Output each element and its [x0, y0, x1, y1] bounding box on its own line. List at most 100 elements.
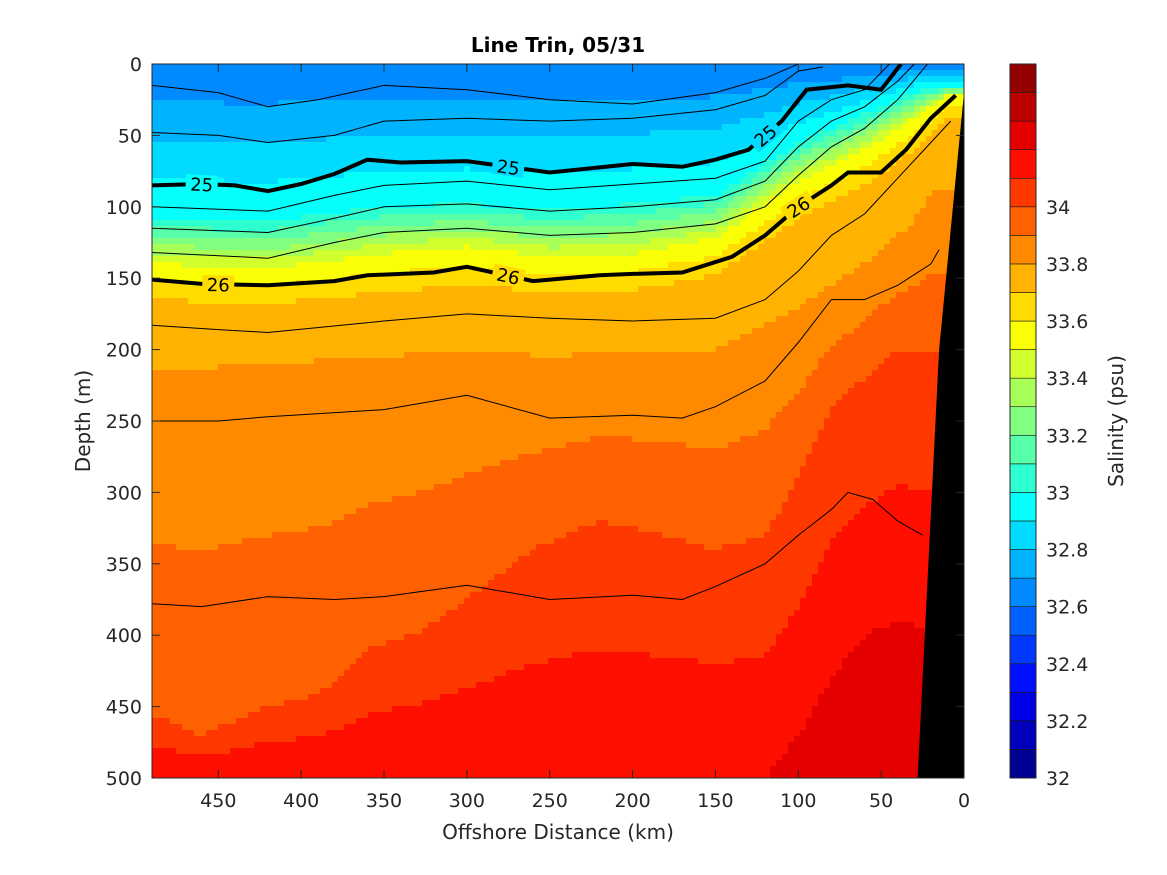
salinity-cell [344, 292, 351, 299]
salinity-cell [356, 184, 363, 191]
salinity-cell [158, 400, 165, 407]
salinity-cell [236, 286, 243, 293]
salinity-cell [386, 718, 393, 725]
salinity-cell [170, 328, 177, 335]
salinity-cell [344, 670, 351, 677]
salinity-cell [320, 202, 327, 209]
salinity-cell [380, 322, 387, 329]
salinity-cell [188, 298, 195, 305]
salinity-cell [380, 76, 387, 83]
salinity-cell [320, 148, 327, 155]
salinity-cell [182, 154, 189, 161]
salinity-cell [176, 172, 183, 179]
salinity-cell [266, 322, 273, 329]
salinity-cell [230, 490, 237, 497]
salinity-cell [308, 250, 315, 257]
salinity-cell [194, 754, 201, 761]
salinity-cell [164, 700, 171, 707]
salinity-cell [224, 532, 231, 539]
salinity-cell [332, 304, 339, 311]
salinity-cell [182, 712, 189, 719]
salinity-cell [206, 544, 213, 551]
salinity-cell [272, 682, 279, 689]
salinity-cell [356, 418, 363, 425]
salinity-cell [344, 634, 351, 641]
salinity-cell [332, 412, 339, 419]
salinity-cell [356, 664, 363, 671]
salinity-cell [260, 634, 267, 641]
salinity-cell [266, 382, 273, 389]
salinity-cell [218, 748, 225, 755]
salinity-cell [200, 262, 207, 269]
salinity-cell [374, 550, 381, 557]
salinity-cell [302, 610, 309, 617]
salinity-cell [152, 148, 159, 155]
salinity-cell [260, 562, 267, 569]
salinity-cell [296, 490, 303, 497]
salinity-cell [200, 112, 207, 119]
salinity-cell [296, 262, 303, 269]
salinity-cell [152, 718, 159, 725]
salinity-cell [248, 520, 255, 527]
salinity-cell [302, 118, 309, 125]
salinity-cell [188, 490, 195, 497]
salinity-cell [278, 322, 285, 329]
salinity-cell [176, 136, 183, 143]
salinity-cell [326, 292, 333, 299]
salinity-cell [386, 202, 393, 209]
salinity-cell [398, 142, 405, 149]
salinity-cell [158, 772, 165, 778]
salinity-cell [194, 256, 201, 263]
salinity-cell [350, 532, 357, 539]
salinity-cell [206, 490, 213, 497]
salinity-cell [290, 118, 297, 125]
salinity-cell [272, 196, 279, 203]
salinity-cell [320, 616, 327, 623]
salinity-cell [272, 148, 279, 155]
salinity-cell [254, 718, 261, 725]
salinity-cell [326, 358, 333, 365]
salinity-cell [164, 100, 171, 107]
salinity-cell [278, 106, 285, 113]
salinity-cell [170, 652, 177, 659]
salinity-cell [332, 406, 339, 413]
salinity-cell [302, 208, 309, 215]
salinity-cell [218, 604, 225, 611]
salinity-cell [392, 688, 399, 695]
salinity-cell [320, 106, 327, 113]
salinity-cell [176, 676, 183, 683]
salinity-cell [254, 154, 261, 161]
salinity-cell [218, 550, 225, 557]
salinity-cell [356, 208, 363, 215]
salinity-cell [368, 568, 375, 575]
salinity-cell [164, 208, 171, 215]
salinity-cell [392, 76, 399, 83]
salinity-cell [320, 268, 327, 275]
salinity-cell [260, 700, 267, 707]
salinity-cell [278, 694, 285, 701]
salinity-cell [224, 322, 231, 329]
salinity-cell [326, 568, 333, 575]
salinity-cell [236, 676, 243, 683]
salinity-cell [272, 382, 279, 389]
salinity-cell [164, 244, 171, 251]
salinity-cell [182, 520, 189, 527]
salinity-cell [362, 238, 369, 245]
salinity-cell [236, 754, 243, 761]
salinity-cell [296, 70, 303, 77]
salinity-cell [212, 676, 219, 683]
salinity-cell [212, 694, 219, 701]
salinity-cell [218, 766, 225, 773]
salinity-cell [350, 430, 357, 437]
salinity-cell [290, 508, 297, 515]
salinity-cell [278, 340, 285, 347]
salinity-cell [314, 466, 321, 473]
salinity-cell [380, 250, 387, 257]
salinity-cell [266, 754, 273, 761]
salinity-cell [386, 88, 393, 95]
salinity-cell [380, 292, 387, 299]
salinity-cell [290, 220, 297, 227]
salinity-cell [188, 340, 195, 347]
salinity-cell [326, 202, 333, 209]
salinity-cell [362, 358, 369, 365]
